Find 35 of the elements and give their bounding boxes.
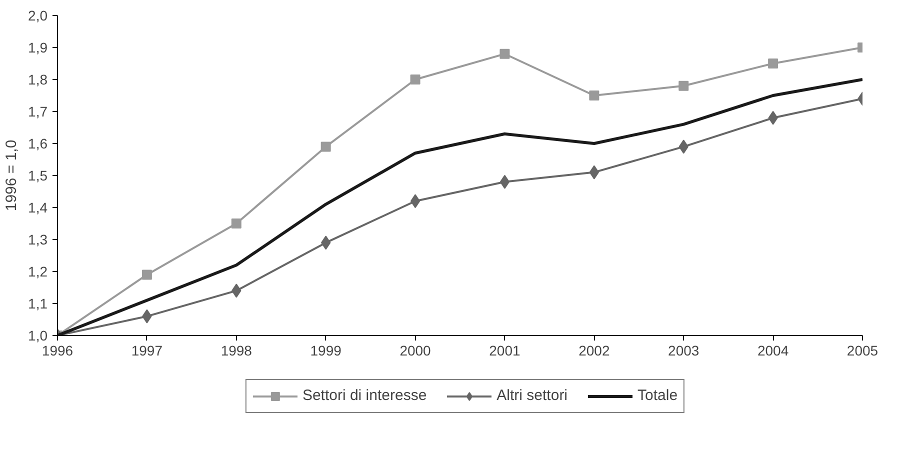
y-axis-title: 1996 = 1,0 bbox=[3, 140, 20, 212]
point bbox=[320, 142, 331, 152]
y-tick-label: 1,6 bbox=[28, 136, 48, 152]
y-tick-label: 1,5 bbox=[28, 168, 48, 184]
point bbox=[231, 218, 242, 228]
y-tick-label: 2,0 bbox=[28, 8, 48, 24]
y-tick-label: 1,4 bbox=[28, 200, 48, 216]
point bbox=[500, 48, 510, 59]
y-tick-label: 1,2 bbox=[28, 264, 48, 280]
x-tick-label: 1997 bbox=[131, 342, 163, 358]
y-tick-label: 1,7 bbox=[28, 104, 48, 120]
point bbox=[678, 80, 689, 91]
x-tick-label: 2002 bbox=[578, 342, 610, 358]
x-tick-label: 2000 bbox=[400, 342, 432, 358]
legend-label: Totale bbox=[638, 387, 678, 404]
y-tick-label: 1,0 bbox=[28, 328, 48, 344]
x-tick-label: 2005 bbox=[846, 342, 878, 358]
y-tick-label: 1,8 bbox=[28, 72, 48, 88]
point bbox=[410, 74, 420, 84]
y-tick-label: 1,9 bbox=[28, 40, 48, 56]
x-tick-label: 2003 bbox=[668, 342, 700, 358]
x-tick-label: 2004 bbox=[757, 342, 789, 358]
x-tick-label: 2001 bbox=[489, 342, 521, 358]
y-tick-label: 1,3 bbox=[28, 232, 48, 248]
legend-label: Settori di interesse bbox=[302, 387, 427, 404]
x-tick-label: 1998 bbox=[220, 342, 252, 358]
point bbox=[142, 270, 152, 280]
point bbox=[768, 58, 778, 68]
point bbox=[589, 90, 600, 100]
point bbox=[410, 194, 420, 208]
point bbox=[500, 174, 510, 189]
legend-label: Altri settori bbox=[496, 387, 568, 404]
x-tick-label: 1999 bbox=[310, 342, 342, 358]
y-tick-label: 1,1 bbox=[28, 296, 48, 312]
x-tick-label: 1996 bbox=[42, 342, 74, 358]
